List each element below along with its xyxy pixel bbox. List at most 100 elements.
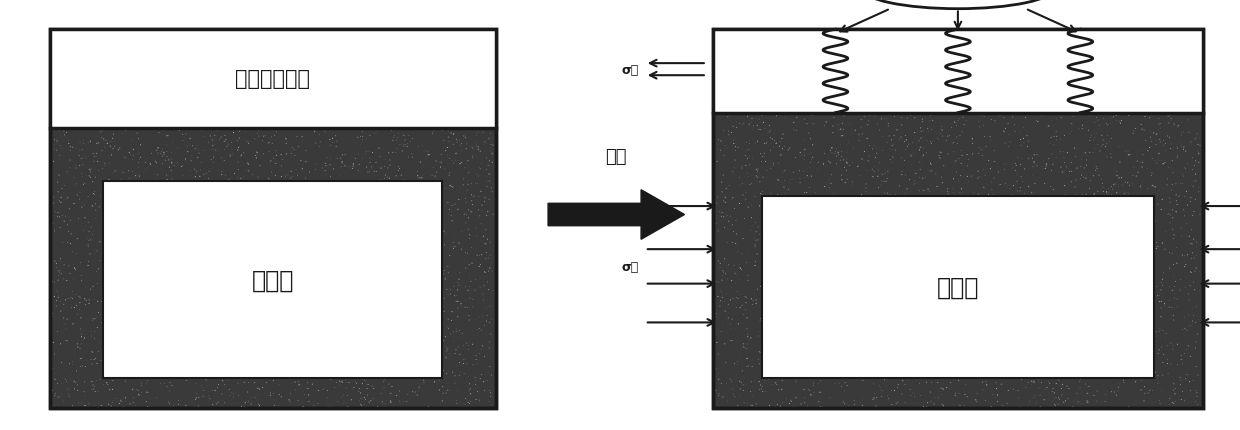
Point: [1095, 38, 1115, 45]
Point: [1161, 340, 1180, 347]
Point: [1136, 389, 1156, 396]
Point: [134, 362, 154, 369]
Point: [1147, 283, 1167, 290]
Point: [901, 243, 921, 250]
Point: [857, 361, 877, 368]
Point: [725, 241, 745, 248]
Point: [740, 141, 760, 148]
Point: [856, 276, 875, 283]
Point: [1152, 240, 1172, 247]
Point: [123, 386, 143, 393]
Point: [350, 238, 370, 245]
Point: [738, 278, 758, 285]
Point: [275, 194, 295, 201]
Point: [884, 260, 904, 267]
Point: [88, 280, 108, 287]
Point: [236, 280, 255, 287]
Point: [52, 359, 72, 366]
Point: [263, 92, 283, 99]
Point: [820, 185, 839, 192]
Point: [839, 212, 859, 219]
Point: [334, 313, 353, 319]
Point: [258, 186, 278, 193]
Point: [1028, 209, 1048, 216]
Point: [141, 150, 161, 157]
Point: [192, 384, 212, 391]
Point: [190, 303, 210, 310]
Point: [430, 270, 450, 277]
Point: [1111, 206, 1131, 212]
Point: [475, 270, 495, 276]
Point: [46, 57, 66, 64]
Point: [711, 303, 730, 310]
Point: [265, 133, 285, 140]
Point: [780, 347, 800, 353]
Point: [857, 297, 877, 304]
Point: [722, 338, 742, 344]
Point: [212, 122, 232, 129]
Point: [742, 120, 761, 126]
Point: [1131, 44, 1151, 51]
Point: [355, 359, 374, 366]
Point: [444, 107, 464, 114]
Point: [239, 117, 259, 124]
Point: [79, 108, 99, 115]
Point: [118, 248, 138, 255]
Point: [188, 342, 208, 349]
Point: [978, 303, 998, 310]
Point: [1085, 264, 1105, 271]
Point: [1188, 69, 1208, 76]
Point: [869, 200, 889, 206]
Point: [1054, 76, 1074, 83]
Point: [381, 234, 401, 241]
Point: [87, 126, 107, 133]
Point: [165, 347, 185, 353]
Point: [738, 82, 758, 89]
Point: [733, 236, 753, 243]
Point: [1120, 56, 1140, 63]
Point: [185, 303, 205, 310]
Point: [832, 55, 852, 62]
Point: [206, 314, 226, 321]
Point: [1095, 81, 1115, 88]
Point: [1089, 291, 1109, 298]
Point: [940, 374, 960, 381]
Point: [469, 173, 489, 180]
Point: [180, 333, 200, 340]
Point: [449, 161, 469, 168]
Point: [325, 384, 345, 391]
Point: [746, 300, 766, 307]
Point: [985, 175, 1004, 182]
Point: [1141, 70, 1161, 77]
Point: [217, 144, 237, 150]
Point: [1161, 146, 1180, 153]
Point: [1187, 339, 1207, 346]
Point: [165, 310, 185, 316]
Point: [186, 395, 206, 402]
Point: [928, 184, 947, 190]
Point: [56, 321, 76, 328]
Point: [771, 98, 791, 104]
Point: [265, 270, 285, 277]
Point: [804, 371, 823, 378]
Point: [212, 80, 232, 87]
Point: [862, 82, 882, 89]
Point: [267, 276, 286, 283]
Point: [300, 292, 320, 299]
Point: [708, 146, 728, 153]
Point: [833, 230, 853, 237]
Point: [745, 242, 765, 249]
Point: [79, 237, 99, 244]
Point: [1146, 64, 1166, 71]
Point: [332, 331, 352, 338]
Point: [129, 29, 149, 36]
Point: [223, 390, 243, 397]
Point: [760, 319, 780, 326]
Point: [1153, 327, 1173, 334]
Point: [1138, 370, 1158, 377]
Point: [1171, 377, 1190, 384]
Point: [187, 237, 207, 244]
Point: [316, 299, 336, 306]
Point: [820, 99, 839, 106]
Point: [836, 46, 856, 53]
